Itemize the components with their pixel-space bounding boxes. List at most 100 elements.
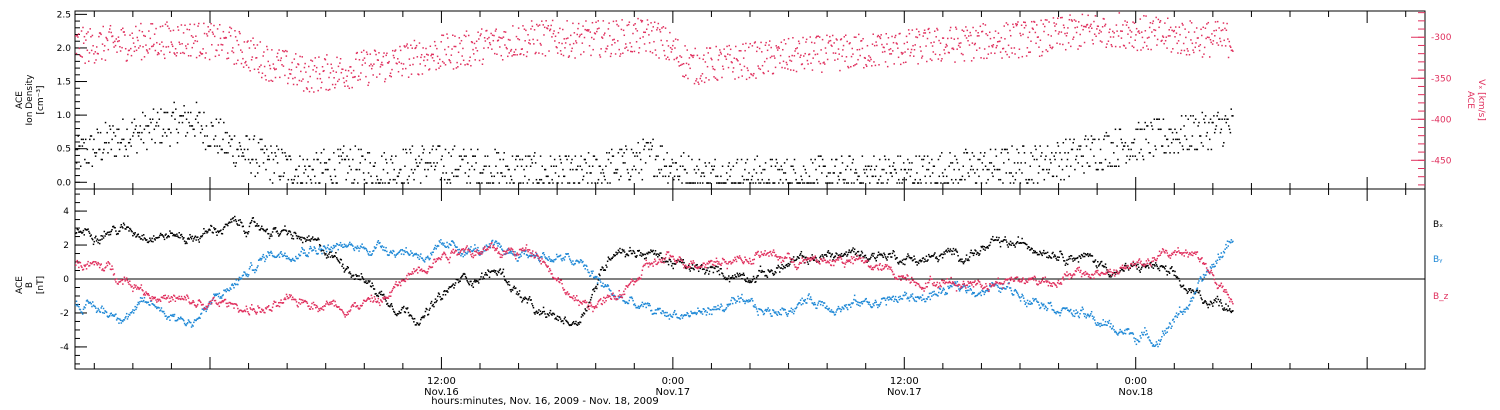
velocity-point [145,49,148,51]
b-point-Bᵧ [86,299,89,301]
b-point-Bₓ [659,252,661,254]
density-point [1166,138,1169,141]
b-point-Bₓ [759,265,762,268]
density-point [273,172,276,174]
velocity-point [648,34,650,36]
density-point [574,155,577,157]
velocity-point [445,53,448,56]
density-point [515,158,517,161]
b-point-Bₓ [949,248,952,250]
velocity-point [229,35,232,37]
b-point-Bₓ [261,228,264,230]
b-point-Bᵧ [223,289,225,292]
velocity-point [803,67,806,70]
b-point-Bₓ [1198,290,1201,292]
density-point [200,125,203,127]
velocity-point [986,57,988,60]
density-point [1026,182,1028,184]
density-point [1153,118,1156,120]
velocity-point [525,29,527,32]
b-point-Bₓ [496,274,498,276]
b-point-Bₓ [427,313,430,316]
b-point-Bₓ [1198,292,1200,294]
density-point [395,155,397,157]
b-point-Bₓ [1212,305,1214,307]
b-point-Bₓ [1125,265,1128,267]
b-point-Bᵧ [117,317,119,320]
b-point-Bₓ [93,240,96,243]
velocity-point [1218,27,1220,29]
density-point [878,158,881,161]
b-point-Bₓ [799,254,801,257]
density-point [1090,135,1093,137]
b-point-Bₓ [453,287,455,289]
velocity-point [1101,41,1103,43]
b-point-Bₓ [619,252,622,254]
b-point-Bₓ [1159,265,1162,268]
b-point-Bₓ [828,252,830,254]
velocity-point [247,40,249,42]
b-point-Bₓ [1136,268,1138,270]
velocity-point [703,81,706,84]
density-point [933,165,936,167]
b-point-Bₓ [1070,255,1072,257]
velocity-point [75,35,77,37]
density-point [644,162,647,164]
b-point-Bₓ [758,270,761,272]
velocity-point [180,24,183,26]
b-point-Bₓ [1164,265,1167,267]
density-point [490,172,492,174]
density-point [843,182,845,184]
b-point-Bₓ [1053,256,1055,258]
density-point [426,162,429,164]
density-point [624,162,626,164]
b-point-Bₓ [271,231,274,233]
velocity-point [832,52,835,54]
density-point [1171,131,1174,134]
b-point-Bₓ [384,298,387,300]
b-point-Bᵧ [319,249,322,251]
density-point [1022,145,1024,147]
velocity-point [606,45,609,47]
density-point [932,165,935,167]
b-point-Bᵧ [187,319,190,321]
density-point [362,172,365,174]
velocity-point [841,55,843,58]
density-point [459,165,462,167]
velocity-point [136,36,139,39]
density-point [978,175,980,178]
density-point [834,165,836,167]
b-point-Bₓ [1134,262,1136,265]
density-point [927,168,930,171]
density-point [686,172,688,174]
b-point-Bₓ [88,230,90,233]
density-point [352,182,355,184]
velocity-point [505,46,508,49]
density-point [632,152,634,154]
density-point [763,168,766,171]
velocity-point [1208,36,1210,39]
velocity-point [115,38,118,40]
b-point-Bₓ [953,253,955,255]
velocity-point [693,54,695,57]
density-point [122,118,124,120]
velocity-point [388,60,390,63]
b-point-Bᵧ [275,256,278,259]
velocity-point [830,44,833,47]
b-point-Bₓ [447,291,449,293]
b-point-Bₓ [316,238,319,241]
b-point-Bₓ [361,276,363,278]
b-point-Bᵧ [166,318,168,320]
velocity-point [478,38,480,40]
b-point-Bₓ [196,236,199,238]
velocity-point [1211,33,1213,35]
density-point [891,175,893,178]
b-point-Bₓ [334,255,336,258]
b-point-Bᵧ [300,250,302,253]
velocity-point [379,66,382,68]
density-point [241,155,243,157]
velocity-point [1224,45,1227,47]
b-point-Bₓ [601,266,603,268]
density-point [963,152,965,154]
density-point [287,178,290,181]
